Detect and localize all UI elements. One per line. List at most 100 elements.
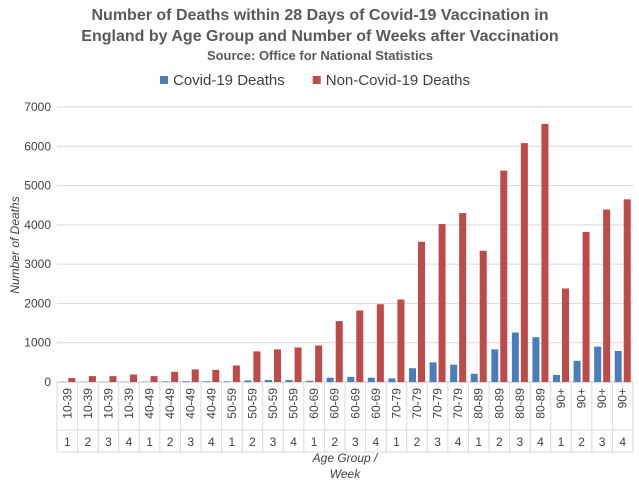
x-tick-label: 10-39	[122, 388, 136, 419]
x-tick-label: 70-79	[389, 388, 403, 419]
bar	[315, 345, 322, 382]
x-tick-label: 60-69	[307, 388, 321, 419]
x-tick-label: 80-89	[533, 388, 547, 419]
x-tick-label: 1	[558, 435, 565, 449]
x-tick-label: 1	[64, 435, 71, 449]
x-tick-label: 2	[249, 435, 256, 449]
x-axis-title: Week	[330, 467, 361, 481]
bar	[368, 378, 375, 382]
x-tick-label: 3	[270, 435, 277, 449]
y-tick-label: 0	[44, 375, 51, 389]
bar	[212, 370, 219, 382]
bar	[171, 372, 178, 382]
chart-subtitle: Source: Office for National Statistics	[207, 48, 433, 63]
x-tick-label: 3	[599, 435, 606, 449]
x-tick-label: 60-69	[369, 388, 383, 419]
y-tick-label: 3000	[24, 257, 51, 271]
bar	[377, 304, 384, 382]
x-tick-label: 40-49	[143, 388, 157, 419]
x-tick-label: 50-59	[225, 388, 239, 419]
bar	[418, 242, 425, 382]
bar	[615, 351, 622, 382]
bar	[151, 376, 158, 382]
bar	[397, 300, 404, 383]
bar	[336, 321, 343, 382]
y-tick-label: 4000	[24, 218, 51, 232]
bar	[450, 365, 457, 382]
legend-label: Non-Covid-19 Deaths	[326, 72, 470, 89]
x-tick-label: 4	[619, 435, 626, 449]
x-tick-label: 1	[311, 435, 318, 449]
x-tick-label: 2	[85, 435, 92, 449]
chart-title: England by Age Group and Number of Weeks…	[81, 28, 558, 45]
bar	[574, 361, 581, 382]
bar	[295, 347, 302, 382]
bar	[183, 381, 190, 382]
bar	[541, 124, 548, 382]
bar	[480, 251, 487, 382]
x-tick-label: 1	[229, 435, 236, 449]
bar	[253, 351, 260, 382]
bar	[192, 369, 199, 382]
bar	[130, 375, 137, 382]
bar	[603, 210, 610, 382]
bar	[233, 366, 240, 383]
x-tick-label: 90+	[616, 388, 630, 408]
y-tick-label: 7000	[24, 100, 51, 114]
y-tick-label: 5000	[24, 179, 51, 193]
x-tick-label: 2	[496, 435, 503, 449]
bar	[224, 381, 231, 382]
bar	[327, 378, 334, 382]
legend-label: Covid-19 Deaths	[173, 72, 285, 89]
x-tick-label: 1	[475, 435, 482, 449]
bar	[203, 381, 210, 382]
x-tick-label: 90+	[595, 388, 609, 408]
x-tick-label: 2	[167, 435, 174, 449]
legend-swatch	[160, 76, 168, 84]
x-tick-label: 2	[578, 435, 585, 449]
bar	[583, 232, 590, 382]
bar	[286, 380, 293, 382]
x-tick-label: 80-89	[472, 388, 486, 419]
bar	[89, 376, 96, 382]
x-tick-label: 3	[434, 435, 441, 449]
x-tick-label: 2	[414, 435, 421, 449]
bar	[430, 362, 437, 382]
bar	[244, 380, 251, 382]
x-tick-label: 80-89	[513, 388, 527, 419]
bar	[347, 377, 354, 382]
bar	[500, 171, 507, 382]
x-tick-label: 1	[146, 435, 153, 449]
x-tick-label: 40-49	[163, 388, 177, 419]
x-tick-label: 10-39	[60, 388, 74, 419]
x-tick-label: 70-79	[431, 388, 445, 419]
x-axis-title: Age Group /	[312, 451, 379, 465]
x-tick-label: 50-59	[266, 388, 280, 419]
x-tick-label: 60-69	[348, 388, 362, 419]
x-tick-label: 70-79	[410, 388, 424, 419]
bar	[459, 213, 466, 382]
x-tick-label: 40-49	[204, 388, 218, 419]
x-tick-label: 4	[455, 435, 462, 449]
x-tick-label: 4	[290, 435, 297, 449]
x-tick-label: 3	[517, 435, 524, 449]
bar	[409, 368, 416, 382]
x-tick-label: 70-79	[451, 388, 465, 419]
chart-title: Number of Deaths within 28 Days of Covid…	[92, 7, 549, 24]
bar	[553, 375, 560, 382]
bar	[306, 381, 313, 382]
x-tick-label: 50-59	[287, 388, 301, 419]
x-tick-label: 4	[208, 435, 215, 449]
bar	[521, 143, 528, 382]
bar	[68, 378, 75, 382]
x-tick-label: 10-39	[101, 388, 115, 419]
x-tick-label: 3	[105, 435, 112, 449]
bar	[265, 380, 272, 382]
x-tick-label: 80-89	[492, 388, 506, 419]
bar	[471, 374, 478, 382]
bar	[594, 347, 601, 382]
y-tick-label: 1000	[24, 336, 51, 350]
bar	[532, 337, 539, 382]
legend-swatch	[313, 76, 321, 84]
